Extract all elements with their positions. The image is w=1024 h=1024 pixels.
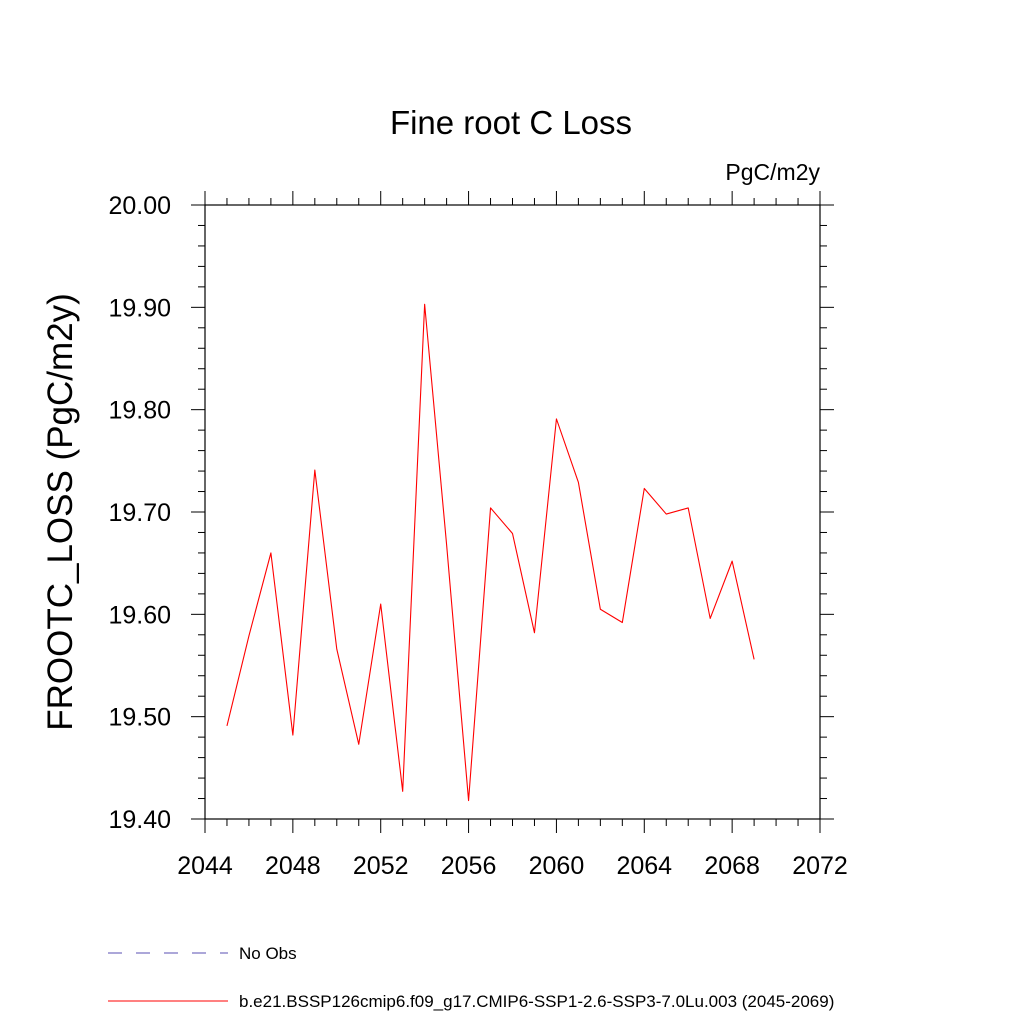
legend-label: b.e21.BSSP126cmip6.f09_g17.CMIP6-SSP1-2.… bbox=[239, 992, 834, 1011]
series-line bbox=[226, 303, 755, 802]
y-tick-label: 19.40 bbox=[108, 806, 171, 834]
series-layer bbox=[226, 303, 755, 802]
x-tick-label: 2056 bbox=[441, 852, 497, 880]
x-tick-label: 2048 bbox=[265, 852, 321, 880]
legend-label: No Obs bbox=[239, 944, 297, 963]
y-axis-label: FROOTC_LOSS (PgC/m2y) bbox=[41, 293, 80, 731]
y-tick-label: 19.60 bbox=[108, 601, 171, 629]
chart-title: Fine root C Loss bbox=[390, 104, 632, 141]
units-label: PgC/m2y bbox=[725, 159, 820, 185]
y-tick-label: 20.00 bbox=[108, 192, 171, 220]
y-tick-label: 19.50 bbox=[108, 704, 171, 732]
x-tick-label: 2060 bbox=[529, 852, 585, 880]
x-tick-label: 2064 bbox=[616, 852, 672, 880]
y-tick-label: 19.90 bbox=[108, 294, 171, 322]
legend: No Obs b.e21.BSSP126cmip6.f09_g17.CMIP6-S… bbox=[108, 944, 834, 1011]
x-tick-label: 2052 bbox=[353, 852, 409, 880]
y-tick-label: 19.80 bbox=[108, 397, 171, 425]
y-tick-label: 19.70 bbox=[108, 499, 171, 527]
x-tick-label: 2044 bbox=[177, 852, 233, 880]
axis-ticks: 2044 2048 2052 2056 2060 2064 2068 2072 19.40 19.… bbox=[108, 191, 848, 880]
x-tick-label: 2072 bbox=[792, 852, 848, 880]
plot-frame bbox=[204, 204, 821, 820]
x-tick-label: 2068 bbox=[704, 852, 760, 880]
